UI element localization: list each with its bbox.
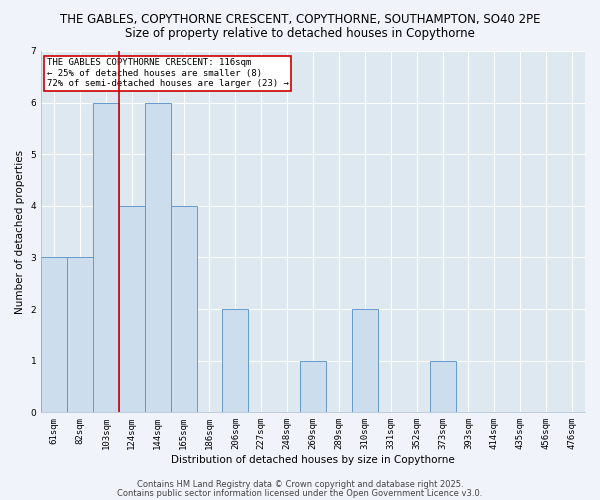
- Bar: [223, 309, 248, 412]
- Bar: [430, 360, 455, 412]
- Bar: [67, 258, 93, 412]
- Bar: [93, 102, 119, 412]
- Text: THE GABLES, COPYTHORNE CRESCENT, COPYTHORNE, SOUTHAMPTON, SO40 2PE: THE GABLES, COPYTHORNE CRESCENT, COPYTHO…: [60, 12, 540, 26]
- Bar: [41, 258, 67, 412]
- Bar: [145, 102, 170, 412]
- Bar: [170, 206, 197, 412]
- Text: Contains HM Land Registry data © Crown copyright and database right 2025.: Contains HM Land Registry data © Crown c…: [137, 480, 463, 489]
- Bar: [119, 206, 145, 412]
- Text: THE GABLES COPYTHORNE CRESCENT: 116sqm
← 25% of detached houses are smaller (8)
: THE GABLES COPYTHORNE CRESCENT: 116sqm ←…: [47, 58, 289, 88]
- Bar: [352, 309, 378, 412]
- X-axis label: Distribution of detached houses by size in Copythorne: Distribution of detached houses by size …: [171, 455, 455, 465]
- Bar: [300, 360, 326, 412]
- Text: Contains public sector information licensed under the Open Government Licence v3: Contains public sector information licen…: [118, 488, 482, 498]
- Y-axis label: Number of detached properties: Number of detached properties: [15, 150, 25, 314]
- Text: Size of property relative to detached houses in Copythorne: Size of property relative to detached ho…: [125, 28, 475, 40]
